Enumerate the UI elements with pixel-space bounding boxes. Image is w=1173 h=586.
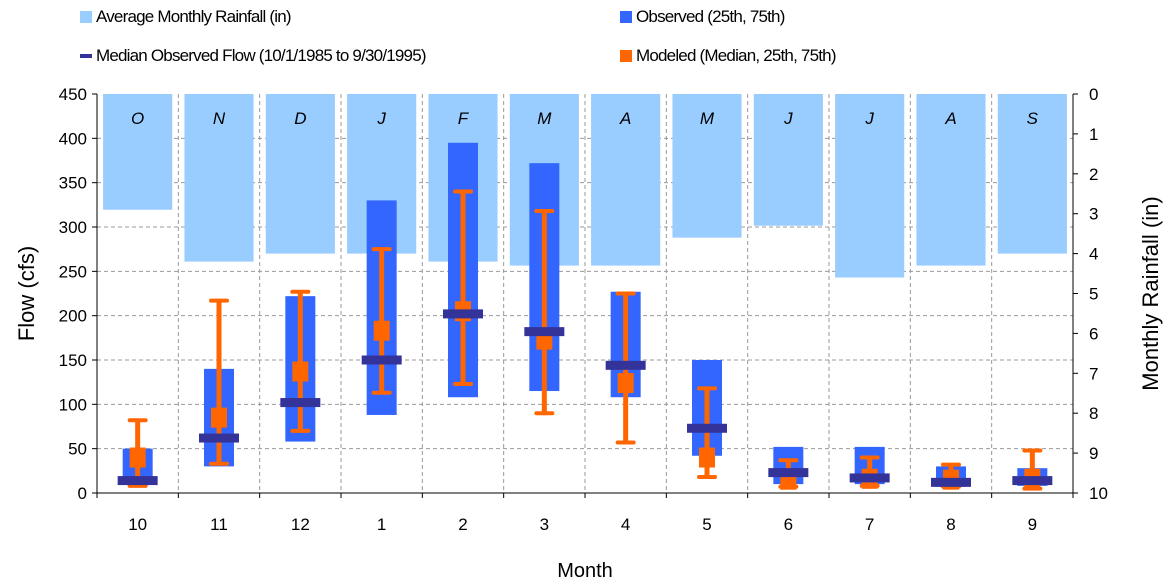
median-marker: [931, 477, 971, 487]
month-letter: J: [783, 109, 793, 128]
median-marker: [849, 473, 890, 483]
legend-modeled-swatch: [620, 50, 632, 62]
x-tick-label: 2: [458, 515, 467, 534]
y2-tick-label: 7: [1089, 364, 1098, 383]
y-tick-label: 400: [59, 129, 87, 148]
legend-observed-swatch: [620, 11, 632, 23]
modeled-median-marker: [211, 407, 227, 428]
y-axis-title: Flow (cfs): [14, 246, 39, 341]
x-tick-label: 5: [702, 515, 711, 534]
median-marker: [443, 309, 483, 319]
x-tick-label: 12: [291, 515, 310, 534]
y2-tick-label: 5: [1089, 285, 1098, 304]
y2-tick-label: 10: [1089, 484, 1108, 503]
legend-median-swatch: [80, 54, 92, 58]
legend-observed-label: Observed (25th, 75th): [636, 7, 785, 26]
month-letter: S: [1027, 109, 1039, 128]
median-marker: [117, 476, 158, 486]
modeled-median-marker: [292, 361, 309, 382]
x-tick-label: 1: [377, 515, 386, 534]
legend-modeled: Modeled (Median, 25th, 75th): [620, 46, 836, 66]
rainfall-bar: [103, 94, 173, 210]
x-tick-label: 3: [540, 515, 549, 534]
y2-tick-label: 8: [1089, 404, 1098, 423]
month-letter: D: [294, 109, 306, 128]
month-letter: O: [131, 109, 144, 128]
y-tick-label: 200: [59, 307, 87, 326]
legend-rainfall-swatch: [80, 11, 92, 23]
rainfall-bar: [753, 94, 823, 226]
y2-tick-label: 3: [1089, 205, 1098, 224]
x-tick-label: 11: [210, 515, 228, 534]
month-letter: F: [458, 109, 470, 128]
y-tick-label: 150: [59, 351, 87, 370]
legend-observed: Observed (25th, 75th): [620, 7, 785, 27]
rainfall-bar: [835, 94, 905, 278]
rainfall-bar: [184, 94, 254, 262]
y-tick-label: 450: [59, 85, 87, 104]
y2-axis-title: Monthly Rainfall (in): [1138, 196, 1163, 390]
median-marker: [524, 327, 565, 337]
month-letter: M: [700, 109, 715, 128]
month-letter: M: [537, 109, 552, 128]
month-letter: J: [864, 109, 874, 128]
median-marker: [687, 423, 727, 433]
x-tick-label: 7: [865, 515, 874, 534]
y-tick-label: 0: [78, 484, 87, 503]
y-tick-label: 250: [59, 262, 87, 281]
legend-rainfall: Average Monthly Rainfall (in): [80, 7, 292, 27]
x-tick-label: 8: [946, 515, 955, 534]
y2-tick-label: 2: [1089, 165, 1098, 184]
legend-median: Median Observed Flow (10/1/1985 to 9/30/…: [80, 46, 427, 66]
y2-tick-label: 4: [1089, 245, 1098, 264]
median-marker: [605, 360, 646, 370]
rainfall-bar: [997, 94, 1067, 254]
rainfall-bar: [265, 94, 335, 254]
modeled-median-marker: [373, 320, 390, 341]
median-marker: [361, 355, 402, 365]
y-tick-label: 350: [59, 174, 87, 193]
y2-tick-label: 6: [1089, 324, 1098, 343]
legend-modeled-label: Modeled (Median, 25th, 75th): [636, 46, 836, 65]
median-marker: [280, 398, 321, 408]
y2-tick-label: 0: [1089, 85, 1098, 104]
median-marker: [768, 468, 809, 478]
rainfall-bar: [672, 94, 742, 238]
modeled-median-marker: [617, 373, 634, 394]
modeled-median-marker: [129, 447, 146, 468]
modeled-median-marker: [699, 447, 715, 468]
x-tick-label: 9: [1028, 515, 1037, 534]
x-axis-title: Month: [557, 560, 613, 582]
x-tick-label: 4: [621, 515, 630, 534]
month-letter: N: [213, 109, 226, 128]
y-tick-label: 300: [59, 218, 87, 237]
month-letter: A: [619, 109, 631, 128]
y2-tick-label: 9: [1089, 444, 1098, 463]
month-letter: A: [944, 109, 956, 128]
y-tick-label: 100: [59, 395, 87, 414]
x-tick-label: 6: [784, 515, 793, 534]
x-tick-label: 10: [128, 515, 147, 534]
rainfall-bar: [591, 94, 661, 266]
median-marker: [199, 433, 239, 443]
median-marker: [1012, 476, 1053, 486]
month-letter: J: [376, 109, 386, 128]
legend-median-label: Median Observed Flow (10/1/1985 to 9/30/…: [96, 46, 427, 65]
y-tick-label: 50: [68, 440, 87, 459]
y2-tick-label: 1: [1089, 125, 1098, 144]
legend-rainfall-label: Average Monthly Rainfall (in): [96, 7, 292, 26]
rainfall-bar: [916, 94, 986, 266]
